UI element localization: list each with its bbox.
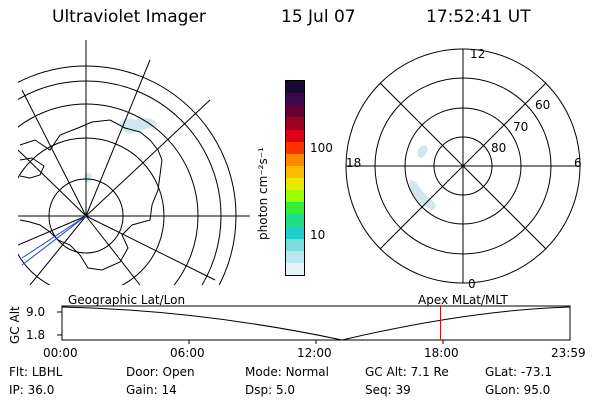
colorbar-segment bbox=[286, 250, 304, 263]
status-gain: Gain: 14 bbox=[126, 383, 177, 397]
colorbar-unit-label: photon cm⁻²s⁻¹ bbox=[256, 147, 270, 240]
instrument-title: Ultraviolet Imager bbox=[52, 7, 206, 27]
colorbar-segment bbox=[286, 226, 304, 239]
colorbar-segment bbox=[286, 93, 304, 106]
status-seq: Seq: 39 bbox=[365, 383, 411, 397]
mlt-label-12: 12 bbox=[470, 47, 486, 61]
altitude-xtick-1: 06:00 bbox=[170, 346, 205, 360]
polar-plot bbox=[345, 48, 581, 284]
status-mode: Mode: Normal bbox=[245, 365, 329, 379]
polar-panel-label: Apex MLat/MLT bbox=[418, 293, 508, 307]
colorbar-segment bbox=[286, 81, 304, 94]
mlt-label-6: 6 bbox=[574, 156, 582, 170]
colorbar-segment bbox=[286, 262, 304, 275]
colorbar-segment bbox=[286, 165, 304, 178]
status-glon: GLon: 95.0 bbox=[485, 383, 551, 397]
colorbar-segment bbox=[286, 214, 304, 227]
altitude-xtick-3: 18:00 bbox=[424, 346, 459, 360]
colorbar-segment bbox=[286, 105, 304, 118]
status-door: Door: Open bbox=[126, 365, 195, 379]
lat-label-70: 70 bbox=[513, 120, 529, 134]
colorbar-tick-100: 100 bbox=[310, 141, 333, 155]
mlt-label-0: 0 bbox=[468, 277, 476, 291]
colorbar-tick-10: 10 bbox=[310, 228, 326, 242]
colorbar-segment bbox=[286, 153, 304, 166]
status-glat: GLat: -73.1 bbox=[485, 365, 552, 379]
status-ip: IP: 36.0 bbox=[9, 383, 55, 397]
colorbar-segment bbox=[286, 190, 304, 203]
colorbar-segment bbox=[286, 141, 304, 154]
altitude-xtick-2: 12:00 bbox=[297, 346, 332, 360]
colorbar bbox=[285, 80, 305, 276]
altitude-ytick-high: 9.0 bbox=[26, 305, 46, 319]
colorbar-segment bbox=[286, 117, 304, 130]
colorbar-segment bbox=[286, 202, 304, 215]
date-label: 15 Jul 07 bbox=[281, 7, 356, 27]
colorbar-segment bbox=[286, 178, 304, 191]
lat-label-60: 60 bbox=[535, 98, 551, 112]
altitude-xtick-4: 23:59 bbox=[551, 346, 586, 360]
altitude-xtick-0: 00:00 bbox=[43, 346, 78, 360]
colorbar-segment bbox=[286, 129, 304, 142]
status-gc-alt: GC Alt: 7.1 Re bbox=[365, 365, 449, 379]
lat-label-80: 80 bbox=[491, 141, 507, 155]
time-label: 17:52:41 UT bbox=[426, 7, 531, 27]
mlt-label-18: 18 bbox=[346, 156, 362, 170]
altitude-ytick-low: 1.8 bbox=[26, 328, 46, 342]
altitude-ylabel: GC Alt bbox=[8, 306, 22, 344]
colorbar-segment bbox=[286, 238, 304, 251]
status-flt: Flt: LBHL bbox=[9, 365, 63, 379]
altitude-plot bbox=[57, 305, 571, 344]
status-dsp: Dsp: 5.0 bbox=[245, 383, 296, 397]
geo-panel-label: Geographic Lat/Lon bbox=[68, 293, 186, 307]
